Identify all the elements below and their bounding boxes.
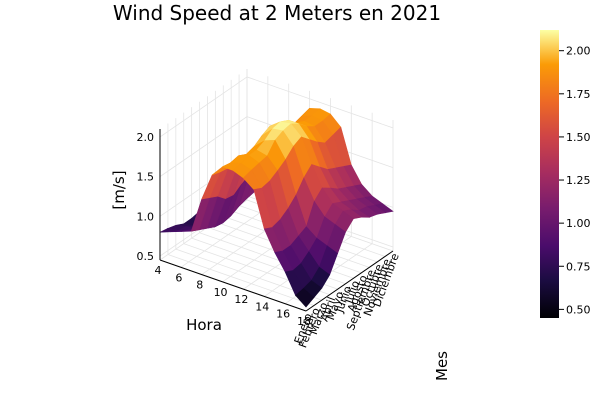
- z-tick-label: 2.0: [137, 131, 155, 144]
- x-tick-label: 8: [196, 279, 203, 292]
- z-tick-label: 0.5: [137, 250, 155, 263]
- colorbar-gradient: [540, 30, 559, 318]
- x-tick-label: 12: [234, 293, 248, 306]
- x-tick-label: 10: [214, 286, 228, 299]
- colorbar-tick-label: 1.25: [566, 174, 591, 187]
- y-axis-label: Mes: [433, 351, 451, 381]
- x-tick-label: 6: [175, 271, 182, 284]
- colorbar-tick-label: 1.75: [566, 88, 591, 101]
- x-tick-label: 14: [255, 300, 269, 313]
- surface-patch: [295, 288, 315, 308]
- x-tick-label: 4: [155, 264, 162, 277]
- colorbar-tick-label: 1.50: [566, 131, 591, 144]
- colorbar: 0.50 0.75 1.00 1.25 1.50 1.75 2.00: [540, 30, 591, 318]
- back-wall-grid-line: [246, 76, 394, 129]
- colorbar-tick-label: 1.00: [566, 217, 591, 230]
- side-wall-grid-line: [159, 116, 248, 177]
- side-wall-grid-line: [159, 76, 248, 138]
- floor-grid-line: [167, 254, 315, 306]
- x-tick-label: 18: [297, 315, 311, 328]
- colorbar-tick-label: 0.50: [566, 303, 591, 316]
- x-tick-label: 16: [276, 308, 290, 321]
- z-axis-label: [m/s]: [110, 170, 128, 209]
- surface-mesh: [159, 108, 394, 308]
- z-tick-label: 1.0: [137, 210, 155, 223]
- axes: [159, 129, 394, 312]
- chart-title: Wind Speed at 2 Meters en 2021: [113, 1, 441, 25]
- floor-grid-line: [180, 206, 269, 268]
- x-axis-line: [159, 259, 307, 312]
- colorbar-tick-label: 0.75: [566, 260, 591, 273]
- y-axis-line: [305, 250, 394, 312]
- colorbar-ticks: 0.50 0.75 1.00 1.25 1.50 1.75 2.00: [559, 45, 591, 316]
- colorbar-tick-label: 2.00: [566, 45, 591, 58]
- z-tick-label: 1.5: [137, 171, 155, 184]
- x-axis-label: Hora: [186, 316, 222, 334]
